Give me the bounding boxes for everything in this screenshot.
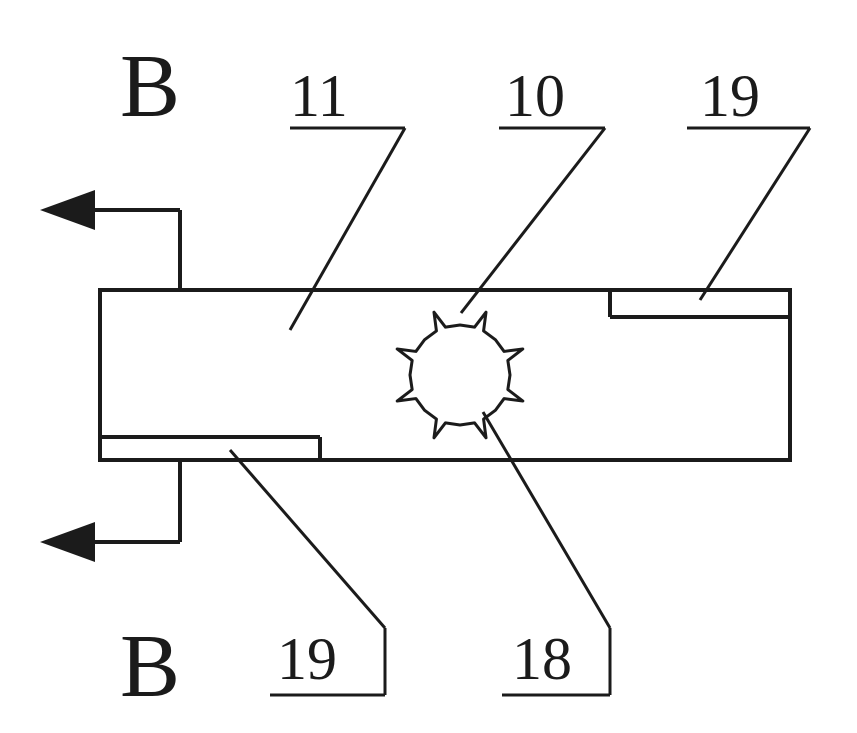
callout-19-3: 19 (277, 625, 337, 694)
diagram-container: B B 11 10 19 19 18 (0, 0, 857, 733)
callout-11-0: 11 (290, 62, 348, 131)
callout-19-2: 19 (700, 62, 760, 131)
section-letter-bottom: B (120, 615, 180, 718)
callout-10-1: 10 (505, 62, 565, 131)
section-letter-top: B (120, 35, 180, 138)
callout-18-4: 18 (512, 625, 572, 694)
